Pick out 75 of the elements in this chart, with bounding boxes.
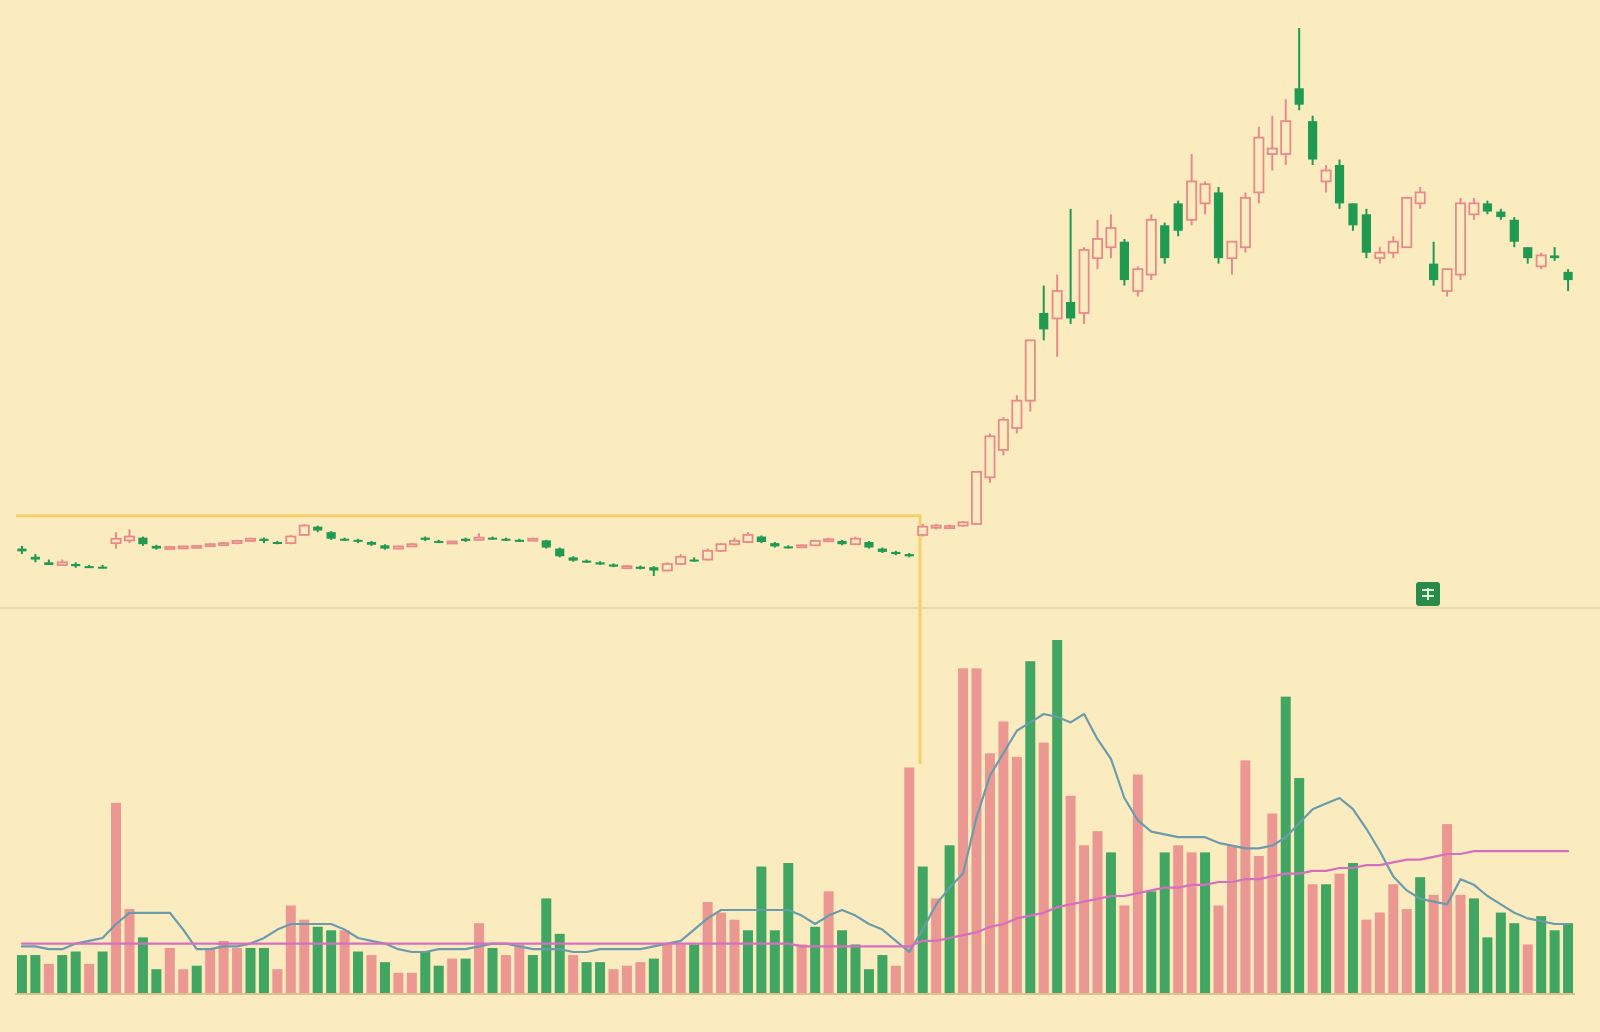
bar [810, 926, 821, 994]
bar [84, 963, 95, 994]
bar [796, 944, 807, 994]
bar [958, 668, 969, 994]
bar [917, 866, 928, 994]
bar [474, 923, 485, 994]
bar [366, 955, 377, 994]
bar [433, 965, 444, 994]
bar [1146, 891, 1157, 994]
candlestick [1294, 27, 1304, 112]
bar [191, 965, 202, 994]
bar [258, 947, 269, 994]
bar [393, 972, 404, 994]
bar [1347, 863, 1358, 994]
candlestick [1429, 240, 1439, 287]
candlestick [1320, 164, 1332, 194]
bar [460, 958, 471, 994]
bar [662, 944, 673, 994]
bar [1186, 852, 1197, 994]
bar [1119, 905, 1130, 994]
candlestick [1361, 207, 1372, 260]
bar [70, 951, 81, 994]
bar [1132, 774, 1143, 994]
bar [648, 958, 659, 994]
bar [339, 930, 350, 994]
bar [272, 969, 283, 994]
bar [57, 955, 68, 994]
bar [420, 951, 431, 994]
candlestick [1173, 199, 1183, 238]
bar [1052, 640, 1063, 994]
bar [1455, 894, 1466, 994]
bar [353, 951, 364, 994]
bar [1307, 884, 1318, 994]
bar [1038, 742, 1049, 994]
bar [97, 951, 108, 994]
bar [1361, 919, 1372, 994]
candlestick [1066, 207, 1076, 325]
candlestick [1334, 158, 1345, 210]
candlestick [1119, 237, 1129, 287]
bar [689, 944, 700, 994]
bar [568, 955, 579, 994]
bar [554, 933, 565, 994]
bar [406, 972, 417, 994]
bar [1092, 831, 1103, 994]
bar [43, 963, 54, 994]
bar [1415, 877, 1426, 994]
bar [1321, 884, 1332, 994]
candlestick [1039, 284, 1049, 342]
bar [1159, 852, 1170, 994]
bar [823, 891, 834, 994]
candlestick [1509, 216, 1519, 249]
bar [944, 845, 955, 994]
bar [675, 944, 686, 994]
bar [1522, 944, 1533, 994]
bar [487, 947, 498, 994]
bar [837, 930, 848, 994]
bar [245, 947, 256, 994]
bar [205, 947, 216, 994]
candlestick [1348, 202, 1358, 232]
bar [1011, 756, 1022, 994]
bar [1200, 852, 1211, 994]
bar [1025, 661, 1036, 994]
bar [447, 958, 458, 994]
candlestick [1563, 268, 1573, 293]
bar [608, 969, 619, 994]
bar [1173, 845, 1184, 994]
bar [1105, 852, 1116, 994]
bar [931, 898, 942, 994]
bar [1536, 916, 1547, 994]
candlestick [1160, 221, 1170, 265]
candlestick [1308, 114, 1318, 166]
bar [379, 962, 390, 994]
bar [1401, 909, 1412, 994]
candlestick [1051, 273, 1063, 358]
bar [1334, 873, 1345, 994]
